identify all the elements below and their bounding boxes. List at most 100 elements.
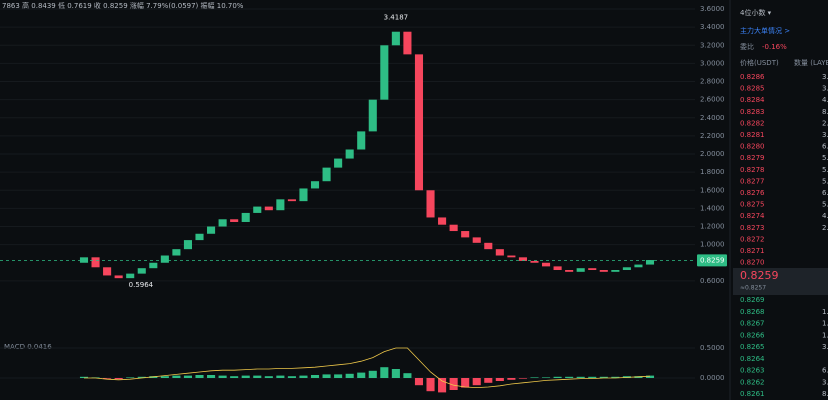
candle — [264, 206, 273, 211]
ask-price: 0.8283 — [740, 108, 765, 116]
ask-price: 0.8270 — [740, 259, 765, 267]
ask-qty: 8. — [822, 108, 828, 116]
candle — [79, 257, 89, 263]
bid-qty: 8. — [822, 390, 828, 398]
ask-qty: 5. — [822, 154, 828, 162]
macd-bar — [241, 375, 250, 378]
ask-qty: 2. — [822, 224, 828, 232]
macd-bar — [553, 376, 562, 378]
candle — [253, 206, 262, 213]
bid-qty: 1. — [822, 331, 828, 339]
bid-price: 0.8263 — [740, 367, 765, 375]
bid-qty: 1. — [822, 320, 828, 328]
candle — [414, 54, 424, 191]
candle — [160, 255, 169, 263]
candle — [472, 237, 481, 243]
candle — [137, 268, 146, 274]
candle — [230, 219, 239, 222]
bid-price: 0.8268 — [740, 308, 765, 316]
candle — [599, 270, 608, 272]
ask-price: 0.8275 — [740, 201, 765, 209]
y-tick-label: 3.6000 — [700, 5, 725, 13]
macd-bar — [172, 375, 181, 378]
macd-bar — [438, 378, 447, 393]
macd-bar — [253, 375, 262, 378]
candle — [322, 167, 331, 182]
candle — [553, 266, 562, 271]
macd-bar — [310, 375, 320, 378]
ask-qty: 6. — [822, 143, 828, 151]
y-tick-label: 1.2000 — [700, 223, 725, 231]
macd-bar — [484, 378, 493, 383]
ask-price: 0.8271 — [740, 247, 765, 255]
macd-bar — [345, 373, 354, 378]
ask-qty: 4. — [822, 96, 828, 104]
y-tick-label: 3.2000 — [700, 41, 725, 49]
candle — [588, 268, 597, 271]
candle — [276, 199, 285, 211]
ask-qty: 2. — [822, 119, 828, 127]
macd-bar — [230, 376, 239, 378]
ask-qty: 5. — [822, 177, 828, 185]
ask-qty: 3. — [822, 85, 828, 93]
macd-bar — [403, 373, 412, 378]
ask-price: 0.8273 — [740, 224, 765, 232]
candle — [207, 226, 216, 234]
candle — [518, 257, 527, 261]
macd-bar — [518, 378, 527, 379]
bid-price: 0.8261 — [740, 390, 765, 398]
ask-price: 0.8282 — [740, 119, 765, 127]
candle — [287, 199, 296, 202]
candle — [195, 233, 204, 241]
ask-price: 0.8281 — [740, 131, 765, 139]
ask-price: 0.8279 — [740, 154, 765, 162]
ask-qty: 4. — [822, 212, 828, 220]
candle — [530, 260, 539, 263]
precision-select[interactable]: 4位小数 ▾ — [740, 8, 772, 17]
macd-bar — [334, 374, 343, 378]
candle — [310, 181, 320, 189]
bid-price: 0.8265 — [740, 343, 765, 351]
macd-bar — [576, 376, 585, 378]
candle — [645, 260, 655, 265]
ask-price: 0.8274 — [740, 212, 765, 220]
y-tick-label: 1.0000 — [700, 241, 725, 249]
candle — [299, 188, 308, 202]
macd-bar — [126, 377, 135, 378]
candle — [565, 270, 574, 272]
candle — [183, 240, 193, 250]
last-price-label: 0.8259 — [700, 256, 725, 264]
y-tick-label: 3.0000 — [700, 59, 725, 67]
bid-qty: 6. — [822, 367, 828, 375]
bid-qty: 1. — [822, 308, 828, 316]
macd-bar — [461, 378, 470, 388]
macd-bar — [495, 378, 504, 381]
last-bg — [733, 268, 828, 295]
y-tick-label: 3.4000 — [700, 23, 725, 31]
bid-qty: 3. — [822, 343, 828, 351]
candle — [461, 231, 470, 238]
macd-bar — [103, 378, 112, 379]
ratio-label: 委比 — [740, 42, 754, 51]
y-tick-label: 0.0000 — [700, 374, 725, 382]
candle — [403, 31, 412, 55]
price-header: 价格(USDT) — [740, 58, 779, 67]
y-tick-label: 1.6000 — [700, 186, 725, 194]
macd-bar — [160, 376, 169, 378]
macd-bar — [391, 369, 400, 378]
candle — [172, 249, 181, 256]
qty-header: 数量 (LAYER) — [794, 58, 828, 67]
y-tick-label: 0.5000 — [700, 344, 725, 352]
y-tick-label: 1.8000 — [700, 168, 725, 176]
candle — [438, 217, 447, 225]
ohlc-header: 7863 高 0.8439 低 0.7619 收 0.8259 涨幅 7.79%… — [2, 1, 244, 10]
macd-bar — [79, 376, 89, 378]
bid-price: 0.8266 — [740, 331, 765, 339]
macd-bar — [322, 374, 331, 378]
bid-qty: 3. — [822, 378, 828, 386]
big-orders-link[interactable]: 主力大单情况 > — [740, 26, 790, 35]
candle — [449, 224, 458, 232]
candle — [380, 45, 389, 100]
macd-bar — [114, 378, 123, 380]
candle — [507, 255, 516, 258]
